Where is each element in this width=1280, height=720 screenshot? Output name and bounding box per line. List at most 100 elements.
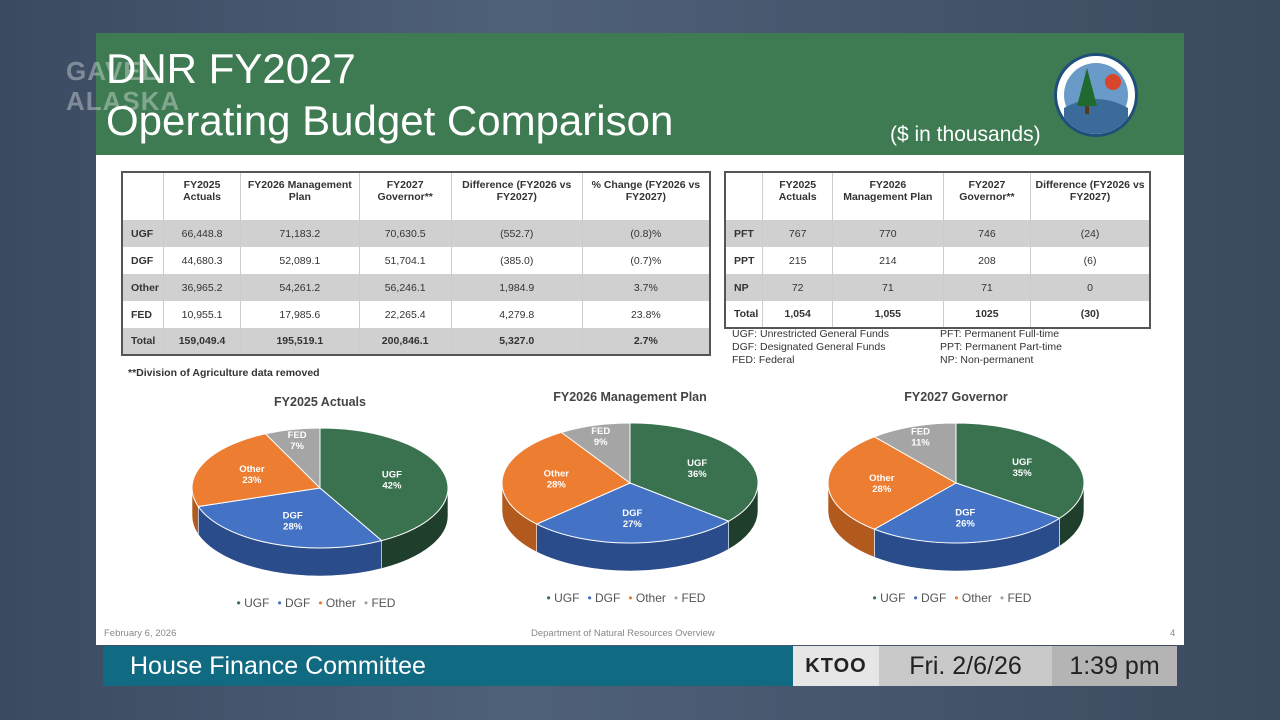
pie-data-value: 7%	[290, 441, 304, 452]
pie-slice-dgf	[873, 482, 1061, 544]
table-cell: 746	[943, 220, 1032, 247]
footnote: **Division of Agriculture data removed	[128, 367, 320, 379]
table-cell: Total	[122, 328, 165, 355]
abbrev-ppt: PPT: Permanent Part-time	[940, 341, 1062, 353]
table-cell: 52,089.1	[240, 247, 360, 274]
pie-data-label: Other	[544, 469, 570, 480]
table-row: PFT 767 770 746 (24)	[725, 220, 1151, 247]
table-cell: 1,055	[832, 301, 944, 328]
pie-data-value: 9%	[594, 437, 608, 448]
table-cell: DGF	[122, 247, 165, 274]
table-cell: 71	[943, 274, 1032, 301]
table-cell: 0	[1030, 274, 1151, 301]
table-row: UGF 66,448.8 71,183.2 70,630.5 (552.7) (0.8)%	[122, 220, 711, 247]
pie-data-label: UGF	[1012, 457, 1032, 468]
table-cell: FED	[122, 301, 165, 328]
table-row: Total 1,054 1,055 1025 (30)	[725, 301, 1151, 328]
slide: DNR FY2027 Operating Budget Comparison (…	[96, 33, 1184, 645]
table-cell: 195,519.1	[240, 328, 360, 355]
pie-slice-fed	[560, 422, 631, 484]
pie-data-value: 28%	[547, 480, 567, 491]
table-row: NP 72 71 71 0	[725, 274, 1151, 301]
table-cell: 2.7%	[582, 328, 711, 355]
position-table: FY2025 Actuals FY2026 Management Plan FY20…	[724, 171, 1151, 329]
pie-data-label: UGF	[687, 458, 707, 469]
pie-data-value: 11%	[911, 438, 930, 449]
pie-slice-ugf	[629, 422, 759, 522]
pie-data-label: FED	[911, 427, 930, 438]
table-cell: PFT	[725, 220, 764, 247]
table-cell: 5,327.0	[451, 328, 583, 355]
budget-table: FY2025 Actuals FY2026 Management Plan FY20…	[121, 171, 711, 356]
table-row: DGF 44,680.3 52,089.1 51,704.1 (385.0) (0.7)%	[122, 247, 711, 274]
table-cell: (0.7)%	[582, 247, 711, 274]
broadcast-time: 1:39 pm	[1052, 646, 1177, 686]
pie-slice-dgf	[535, 482, 730, 544]
table-cell: 215	[762, 247, 833, 274]
slide-title-line1: DNR FY2027	[106, 45, 356, 92]
table-cell: 66,448.8	[163, 220, 242, 247]
table-cell: (385.0)	[451, 247, 583, 274]
table-row: FED 10,955.1 17,985.6 22,265.4 4,279.8 23.8%	[122, 301, 711, 328]
table-cell: 56,246.1	[359, 274, 452, 301]
legend-item-dgf: • DGF	[277, 596, 311, 610]
table-cell: 214	[832, 247, 944, 274]
legend-item-ugf: • UGF	[546, 591, 580, 605]
table-cell: 36,965.2	[163, 274, 242, 301]
table-cell: PPT	[725, 247, 764, 274]
abbrev-np: NP: Non-permanent	[940, 354, 1034, 366]
table-cell: 1,984.9	[451, 274, 583, 301]
table-cell: 23.8%	[582, 301, 711, 328]
pie-legend-fy2026: • UGF • DGF • Other • FED	[500, 591, 760, 605]
slide-title-line2: Operating Budget Comparison	[106, 97, 674, 144]
abbrev-right: PFT: Permanent Full-time PPT: Permanent …	[940, 328, 1062, 367]
pie-slice-ugf	[319, 427, 449, 542]
pie-data-value: 28%	[872, 484, 892, 495]
table-cell: 54,261.2	[240, 274, 360, 301]
position-header: Difference (FY2026 vs FY2027)	[1030, 172, 1151, 220]
pie-data-label: Other	[869, 473, 895, 484]
broadcast-date: Fri. 2/6/26	[879, 646, 1052, 686]
gavel-alaska-watermark: GAVEL ALASKA	[66, 56, 181, 116]
table-cell: 767	[762, 220, 833, 247]
page-number: 4	[1170, 628, 1176, 639]
pie-slice-other	[827, 436, 958, 530]
legend-item-fed: • FED	[999, 591, 1032, 605]
table-cell: 51,704.1	[359, 247, 452, 274]
legend-item-fed: • FED	[673, 591, 706, 605]
table-cell: Other	[122, 274, 165, 301]
pie-data-value: 26%	[956, 519, 976, 530]
table-cell: 71	[832, 274, 944, 301]
legend-item-other: • Other	[954, 591, 992, 605]
table-cell: 1,054	[762, 301, 833, 328]
pie-data-label: UGF	[382, 469, 402, 480]
pie-data-label: DGF	[283, 510, 303, 521]
pie-legend-fy2027: • UGF • DGF • Other • FED	[826, 591, 1086, 605]
abbrev-dgf: DGF: Designated General Funds	[732, 341, 886, 353]
table-cell: NP	[725, 274, 764, 301]
pie-data-value: 42%	[382, 480, 402, 491]
legend-item-other: • Other	[318, 596, 356, 610]
pie-legend-fy2025: • UGF • DGF • Other • FED	[190, 596, 450, 610]
legend-item-ugf: • UGF	[872, 591, 906, 605]
table-cell: 44,680.3	[163, 247, 242, 274]
pie-title-fy2026: FY2026 Management Plan	[553, 390, 707, 404]
pie-data-value: 23%	[242, 475, 262, 486]
table-row: Total 159,049.4 195,519.1 200,846.1 5,327.0 2…	[122, 328, 711, 355]
table-row: PPT 215 214 208 (6)	[725, 247, 1151, 274]
abbrev-fed: FED: Federal	[732, 354, 795, 366]
legend-item-other: • Other	[628, 591, 666, 605]
pie-data-label: Other	[239, 464, 265, 475]
table-cell: 17,985.6	[240, 301, 360, 328]
table-cell: UGF	[122, 220, 165, 247]
units-label: ($ in thousands)	[890, 123, 1041, 146]
table-cell: (30)	[1030, 301, 1151, 328]
pie-data-label: FED	[288, 430, 307, 441]
legend-item-fed: • FED	[363, 596, 396, 610]
table-cell: 208	[943, 247, 1032, 274]
pie-data-value: 36%	[688, 469, 708, 480]
budget-header: FY2026 Management Plan	[240, 172, 360, 220]
pie-data-label: FED	[591, 426, 610, 437]
legend-item-ugf: • UGF	[236, 596, 270, 610]
footer-title: Department of Natural Resources Overview	[531, 628, 715, 639]
